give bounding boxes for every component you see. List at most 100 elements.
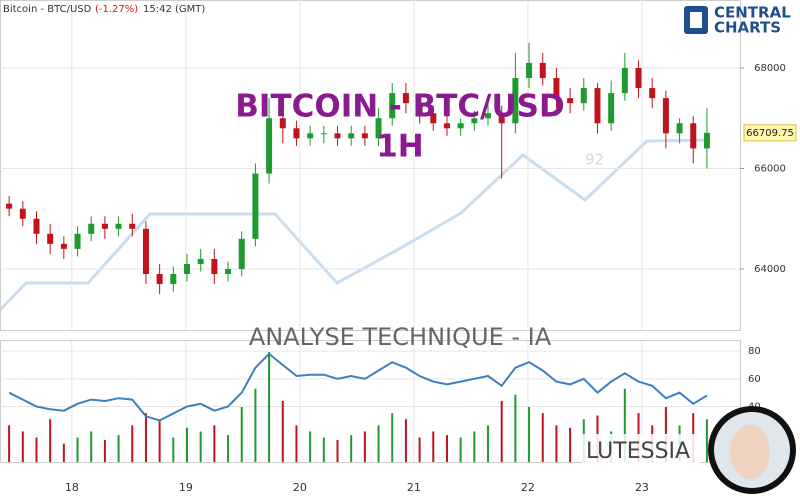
indicator-title: ANALYSE TECHNIQUE - IA xyxy=(249,323,552,351)
volume-bar xyxy=(21,431,24,462)
volume-bar xyxy=(487,425,490,462)
volume-bar xyxy=(295,425,298,462)
candle-body xyxy=(252,173,259,239)
volume-bar xyxy=(172,437,175,462)
y-tick-label: 64000 xyxy=(754,264,786,275)
candle-body xyxy=(115,223,122,229)
volume-bar xyxy=(49,419,52,462)
volume-bar xyxy=(445,435,448,462)
candle-body xyxy=(402,93,409,104)
volume-bar xyxy=(623,388,626,462)
candle-body xyxy=(225,268,232,275)
candle-body xyxy=(389,93,396,119)
candle-body xyxy=(580,88,587,104)
volume-bar xyxy=(541,413,544,462)
watermark-label: 92 xyxy=(585,151,604,169)
candle-body xyxy=(485,113,492,119)
volume-bar xyxy=(103,440,106,462)
volume-bar xyxy=(268,352,271,462)
candle-body xyxy=(88,223,95,234)
volume-bar xyxy=(90,431,93,462)
volume-bar xyxy=(322,437,325,462)
candle-body xyxy=(211,258,218,275)
indicator-panel xyxy=(0,340,741,463)
instrument: Bitcoin - BTC/USD xyxy=(3,4,92,15)
candle-body xyxy=(416,103,423,114)
time: 15:42 (GMT) xyxy=(143,4,205,15)
candle-body xyxy=(156,274,163,285)
volume-bar xyxy=(555,425,558,462)
candle-body xyxy=(293,128,300,139)
x-tick-label: 18 xyxy=(65,481,79,494)
volume-bar xyxy=(377,425,380,462)
candle-body xyxy=(361,133,368,139)
volume-bar xyxy=(8,425,11,462)
candle-body xyxy=(621,67,628,94)
y-tick-label: 66000 xyxy=(754,163,786,174)
volume-bar xyxy=(514,394,517,462)
candle-body xyxy=(19,208,26,219)
volume-bar xyxy=(418,437,421,462)
volume-bar xyxy=(404,419,407,462)
volume-bar xyxy=(569,427,572,462)
chart-title: BITCOIN - BTC/USD xyxy=(235,89,564,125)
candle-body xyxy=(60,243,67,249)
logo-text: CENTRAL xyxy=(714,4,791,22)
volume-bar xyxy=(281,400,284,462)
logo-icon-inner xyxy=(690,12,702,28)
x-tick-label: 21 xyxy=(407,481,421,494)
x-tick-label: 19 xyxy=(179,481,193,494)
volume-bar xyxy=(158,419,161,462)
y-tick-label: 80 xyxy=(748,346,761,357)
candle-body xyxy=(375,118,382,139)
candle-body xyxy=(197,258,204,264)
candle-body xyxy=(266,118,273,174)
x-tick-label: 22 xyxy=(521,481,535,494)
candle-body xyxy=(430,113,437,124)
volume-bar xyxy=(227,435,230,462)
candle-body xyxy=(47,233,54,244)
candle-body xyxy=(471,118,478,124)
candle-body xyxy=(74,233,81,249)
avatar-face xyxy=(730,425,770,479)
candle-body xyxy=(690,123,697,149)
candle-body xyxy=(348,133,355,139)
candle-body xyxy=(676,123,683,134)
watermark-line xyxy=(0,138,710,312)
volume-bar xyxy=(705,419,708,462)
candle-body xyxy=(33,218,40,234)
volume-bar xyxy=(117,435,120,462)
candle-body xyxy=(498,113,505,124)
candle-body xyxy=(649,88,656,99)
volume-bar xyxy=(459,437,462,462)
volume-bar xyxy=(432,431,435,462)
volume-bar xyxy=(35,437,38,462)
candle-body xyxy=(443,123,450,129)
price-panel xyxy=(0,0,741,331)
chart-subtitle: 1H xyxy=(376,129,424,165)
candle-body xyxy=(238,238,245,269)
volume-bar xyxy=(62,443,65,462)
assistant-bg xyxy=(582,434,700,468)
volume-bar xyxy=(309,431,312,462)
change: (-1.27%) xyxy=(95,4,138,15)
y-tick-label: 68000 xyxy=(754,63,786,74)
last-price-label: 66709.75 xyxy=(746,128,794,139)
candle-body xyxy=(553,78,560,99)
x-tick-label: 20 xyxy=(293,481,307,494)
volume-bar xyxy=(391,413,394,462)
candle-body xyxy=(594,88,601,124)
candle-body xyxy=(608,93,615,124)
y-tick-label: 60 xyxy=(748,374,761,385)
candle-body xyxy=(567,98,574,104)
candle-body xyxy=(129,223,136,229)
volume-bar xyxy=(500,400,503,462)
candle-body xyxy=(539,62,546,79)
volume-bar xyxy=(363,431,366,462)
volume-bar xyxy=(336,440,339,462)
volume-bar xyxy=(473,431,476,462)
volume-bar xyxy=(185,427,188,462)
candle-body xyxy=(334,133,341,139)
candle-body xyxy=(635,67,642,89)
